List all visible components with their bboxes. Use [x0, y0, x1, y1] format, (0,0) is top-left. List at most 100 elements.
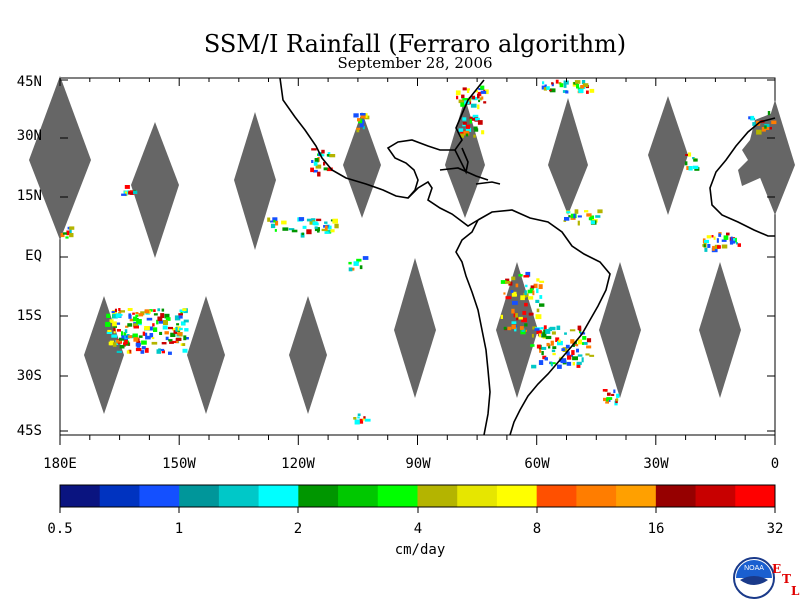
rain-cell — [555, 337, 560, 342]
rain-cell — [576, 348, 579, 353]
rain-cell — [149, 309, 153, 312]
coastlines — [279, 77, 776, 436]
etl-letter-l: L — [791, 584, 800, 598]
rain-cell — [734, 237, 737, 243]
rain-cell — [107, 329, 112, 332]
rain-cell — [462, 122, 467, 125]
rain-cell — [175, 326, 181, 331]
rain-cell — [148, 310, 151, 314]
rain-cell — [750, 115, 755, 121]
rain-cell — [114, 308, 117, 313]
rain-cell — [752, 122, 756, 126]
rain-cell — [128, 349, 131, 353]
rain-cell — [524, 323, 528, 327]
rain-cell — [321, 149, 325, 154]
rain-cell — [163, 320, 167, 325]
rain-cell — [169, 341, 174, 344]
rain-cell — [180, 321, 186, 326]
rain-cell — [160, 313, 165, 318]
rain-cell — [306, 218, 313, 222]
rain-cell — [713, 236, 716, 240]
rain-cell — [539, 303, 545, 307]
colorbar-segment — [457, 485, 498, 507]
rain-cell — [164, 313, 170, 319]
lat-label-15s: 15S — [16, 308, 42, 324]
rain-cell — [319, 154, 325, 157]
rain-cell — [332, 218, 338, 224]
rain-cell — [113, 325, 117, 328]
rain-cell — [565, 90, 569, 94]
rain-cell — [142, 331, 146, 336]
rain-cell — [328, 225, 332, 230]
lat-label-eq: EQ — [25, 248, 42, 264]
rain-cell — [144, 332, 148, 336]
rain-cell — [468, 101, 472, 105]
orbit-gap-swath — [699, 262, 741, 398]
rain-cell — [151, 337, 155, 340]
rain-cell — [461, 94, 465, 99]
rain-cell — [475, 90, 478, 93]
rain-cell — [182, 308, 187, 311]
rain-cell — [353, 113, 359, 118]
rain-cell — [119, 337, 125, 341]
rain-cell — [326, 154, 330, 157]
colorbar-segment — [338, 485, 379, 507]
rain-cell — [561, 348, 565, 351]
rain-cell — [511, 324, 516, 330]
rain-cell — [144, 309, 150, 314]
lon-label-30w: 30W — [643, 456, 669, 472]
rain-cell — [156, 349, 161, 354]
rain-cell — [180, 311, 183, 315]
rain-cell — [481, 96, 484, 100]
rain-cell — [688, 152, 692, 157]
rain-cell — [769, 127, 772, 130]
rain-cell — [128, 335, 133, 339]
rain-cell — [580, 85, 585, 89]
rain-cell — [474, 128, 479, 132]
rain-cell — [576, 84, 580, 89]
rain-cell — [567, 354, 572, 360]
rain-cell — [175, 337, 182, 341]
orbit-gap-swath — [234, 112, 276, 250]
rain-cell — [536, 288, 539, 294]
rain-cell — [312, 221, 318, 226]
rain-cell — [525, 284, 528, 288]
rain-cell — [123, 332, 127, 337]
rain-cell — [477, 104, 480, 110]
lat-label-15n: 15N — [16, 188, 42, 204]
rain-cell — [324, 225, 328, 231]
rain-cell — [463, 130, 470, 136]
rain-cell — [574, 80, 581, 84]
rain-cell — [63, 232, 67, 235]
rain-cell — [736, 242, 738, 245]
rain-cell — [109, 319, 114, 323]
rain-cell — [362, 256, 369, 260]
rain-cell — [551, 331, 556, 335]
rain-cell — [584, 210, 589, 213]
rain-cell — [125, 325, 129, 328]
rain-cell — [551, 82, 554, 85]
rain-cell — [170, 332, 176, 337]
rain-cell — [173, 330, 178, 334]
rain-cell — [712, 245, 715, 251]
rain-cell — [318, 152, 321, 156]
rain-cell — [359, 418, 364, 424]
colorbar-segment — [496, 485, 538, 507]
rain-cell — [552, 346, 557, 349]
rain-cell — [314, 227, 320, 232]
rain-cell — [607, 392, 611, 396]
rain-cell — [126, 334, 130, 339]
colorbar-label-1: 1 — [174, 521, 184, 537]
rain-cell — [590, 220, 596, 225]
rain-cell — [108, 341, 112, 346]
rain-cell — [172, 327, 176, 331]
rain-cell — [165, 336, 169, 341]
rain-cell — [539, 280, 545, 283]
rain-cell — [158, 320, 165, 324]
rain-cell — [348, 261, 352, 265]
rain-cell — [578, 88, 584, 93]
rain-cell — [111, 311, 115, 314]
rain-cell — [503, 326, 507, 330]
rain-cell — [147, 326, 153, 331]
rain-cell — [523, 293, 529, 297]
